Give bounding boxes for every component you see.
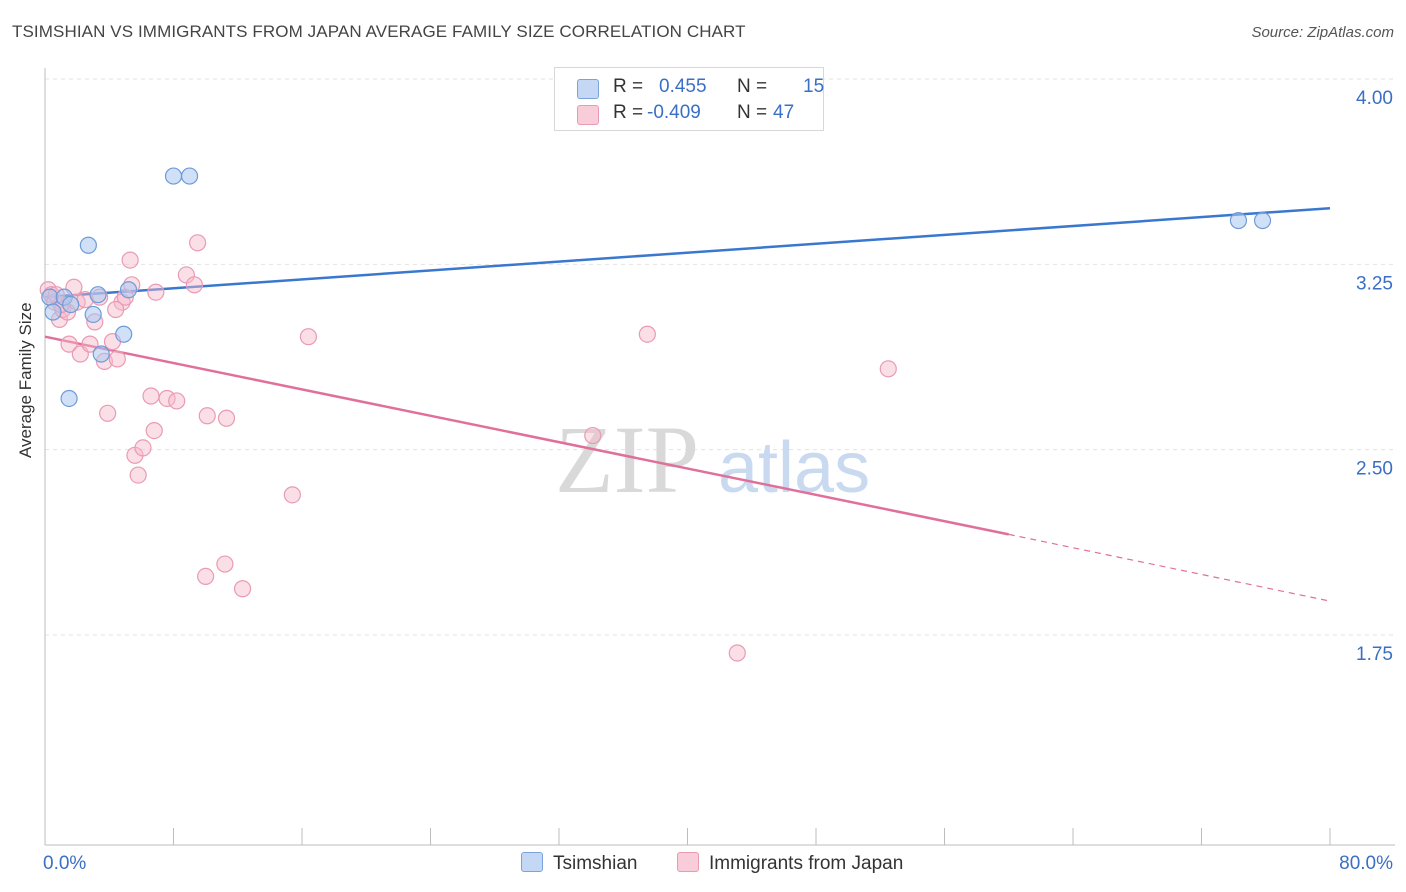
grid-lines xyxy=(45,78,1395,636)
legend-n-value-tsimshian: 15 xyxy=(803,76,825,97)
point-tsimshian xyxy=(41,288,59,306)
bottom-legend-label-tsimshian: Tsimshian xyxy=(553,853,638,874)
trend-line-japan-extension xyxy=(1008,533,1331,602)
point-japan xyxy=(638,325,656,343)
point-japan xyxy=(108,350,126,368)
trend-line-tsimshian xyxy=(44,206,1331,299)
y-tick-label: 3.25 xyxy=(1356,273,1393,294)
legend-swatch-tsimshian xyxy=(577,79,599,99)
point-japan xyxy=(99,404,117,422)
point-japan xyxy=(134,439,152,457)
legend-n-label: N = xyxy=(737,102,768,123)
bottom-legend-swatch-tsimshian xyxy=(521,852,543,872)
bottom-legend-label-japan: Immigrants from Japan xyxy=(709,853,904,874)
point-japan xyxy=(81,335,99,353)
point-tsimshian xyxy=(1229,211,1248,230)
point-tsimshian xyxy=(115,325,133,343)
watermark-atlas: atlas xyxy=(718,428,870,508)
point-japan xyxy=(168,392,186,410)
legend-r-value-tsimshian: 0.455 xyxy=(659,76,707,97)
stats-legend: R = 0.455 N = 15 R = -0.409 N = 47 xyxy=(554,67,824,131)
point-japan xyxy=(142,387,160,405)
point-tsimshian xyxy=(89,286,107,304)
legend-r-label: R = xyxy=(613,76,644,97)
point-japan xyxy=(107,300,125,319)
x-tick-label: 80.0% xyxy=(1339,853,1393,874)
point-japan xyxy=(233,580,252,598)
tick-labels: 1.75 2.50 3.25 4.00 0.0% 80.0% xyxy=(43,88,1393,874)
legend-n-value-japan: 47 xyxy=(773,102,795,123)
point-tsimshian xyxy=(180,167,199,185)
watermark-zip: ZIP xyxy=(555,406,699,513)
point-tsimshian xyxy=(92,345,110,363)
trend-line-japan xyxy=(44,335,1010,536)
point-japan xyxy=(283,486,301,504)
chart-title: TSIMSHIAN VS IMMIGRANTS FROM JAPAN AVERA… xyxy=(12,22,746,41)
bottom-legend-japan: Immigrants from Japan xyxy=(677,852,903,875)
point-japan xyxy=(197,567,215,585)
point-tsimshian xyxy=(44,303,62,321)
point-japan xyxy=(121,251,139,269)
point-tsimshian xyxy=(62,295,80,314)
point-japan xyxy=(299,328,318,346)
point-japan xyxy=(217,409,236,427)
legend-r-label: R = xyxy=(613,102,644,123)
bottom-legend-swatch-japan xyxy=(677,852,699,872)
legend-r-value-japan: -0.409 xyxy=(647,102,701,123)
point-japan xyxy=(147,283,165,301)
y-tick-label: 1.75 xyxy=(1356,644,1393,665)
point-japan xyxy=(129,466,147,484)
data-points xyxy=(39,167,1272,662)
trend-lines xyxy=(44,206,1331,602)
point-japan xyxy=(216,555,234,573)
point-japan xyxy=(60,335,78,353)
axes xyxy=(44,68,1395,846)
point-tsimshian xyxy=(1253,211,1272,230)
source-label: Source: ZipAtlas.com xyxy=(1251,24,1394,41)
point-tsimshian xyxy=(79,236,97,254)
point-tsimshian xyxy=(119,281,138,299)
y-tick-label: 2.50 xyxy=(1356,459,1393,480)
bottom-legend-tsimshian: Tsimshian xyxy=(521,852,637,875)
point-japan xyxy=(198,407,216,425)
legend-n-label: N = xyxy=(737,76,768,97)
x-tick-label: 0.0% xyxy=(43,853,86,874)
point-tsimshian xyxy=(84,305,102,324)
point-japan xyxy=(879,360,897,378)
point-japan xyxy=(728,644,746,662)
point-japan xyxy=(188,234,207,252)
point-japan xyxy=(145,422,163,440)
point-tsimshian xyxy=(60,389,78,408)
point-japan xyxy=(185,276,203,294)
legend-swatch-japan xyxy=(577,105,599,125)
point-tsimshian xyxy=(164,167,183,185)
y-tick-label: 4.00 xyxy=(1356,88,1393,109)
point-japan xyxy=(584,426,602,445)
y-axis-label: Average Family Size xyxy=(16,302,35,458)
